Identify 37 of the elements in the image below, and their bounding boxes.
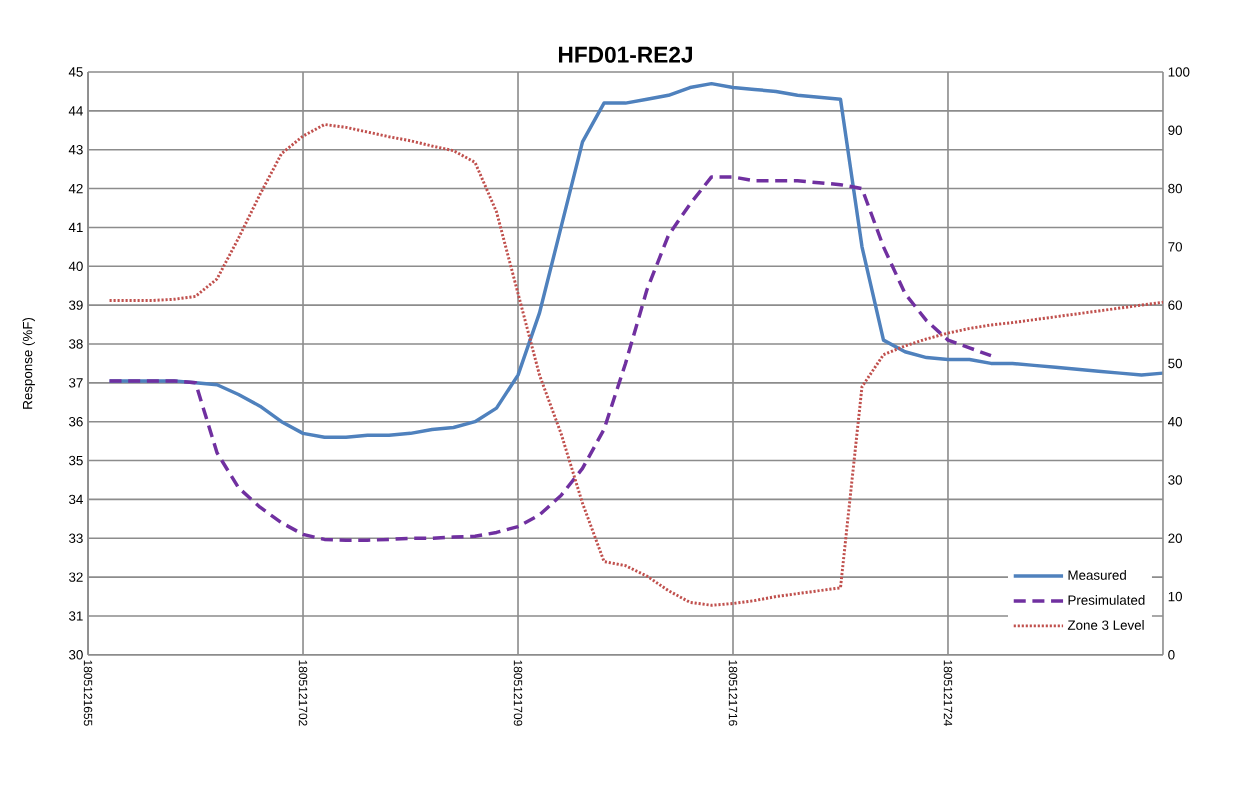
y2-tick-label: 90	[1168, 125, 1183, 136]
y2-tick-label: 40	[1168, 417, 1183, 427]
y-tick-label: 34	[68, 494, 83, 505]
y2-tick-label: 60	[1168, 300, 1183, 310]
legend-label: Measured	[1068, 570, 1126, 580]
y-tick-label: 31	[68, 611, 83, 621]
y-tick-label: 35	[68, 455, 83, 466]
x-tick-label: 1805121709	[513, 660, 523, 726]
y-tick-label: 41	[68, 222, 83, 233]
legend-label: Presimulated	[1068, 595, 1145, 605]
y-tick-label: 30	[68, 650, 83, 660]
y-tick-label: 33	[68, 533, 83, 544]
y2-tick-label: 0	[1168, 650, 1175, 660]
y2-tick-label: 100	[1168, 67, 1190, 77]
x-tick-label: 1805121724	[943, 660, 953, 726]
y2-tick-label: 30	[1168, 475, 1183, 485]
y-tick-label: 44	[68, 106, 83, 116]
y-tick-label: 40	[68, 261, 83, 272]
y2-tick-label: 50	[1168, 358, 1183, 369]
y2-tick-label: 10	[1168, 591, 1183, 602]
x-tick-label: 1805121716	[728, 660, 738, 726]
y-tick-label: 36	[68, 417, 83, 427]
y-tick-label: 42	[68, 183, 83, 194]
x-tick-label: 1805121655	[83, 660, 93, 726]
y2-tick-label: 70	[1168, 242, 1183, 252]
y-tick-label: 43	[68, 145, 83, 155]
y-axis-title: Response (%F)	[22, 318, 35, 409]
y-tick-label: 37	[68, 378, 83, 388]
y2-tick-label: 20	[1168, 533, 1183, 544]
x-tick-label: 1805121702	[298, 660, 308, 726]
y2-tick-label: 80	[1168, 183, 1183, 194]
y-tick-label: 38	[68, 339, 83, 349]
y-tick-label: 39	[68, 300, 83, 310]
chart-title: HFD01-RE2J	[558, 46, 692, 63]
legend-label: Zone 3 Level	[1067, 620, 1144, 630]
y-tick-label: 32	[68, 572, 83, 582]
y-tick-label: 45	[68, 67, 83, 77]
